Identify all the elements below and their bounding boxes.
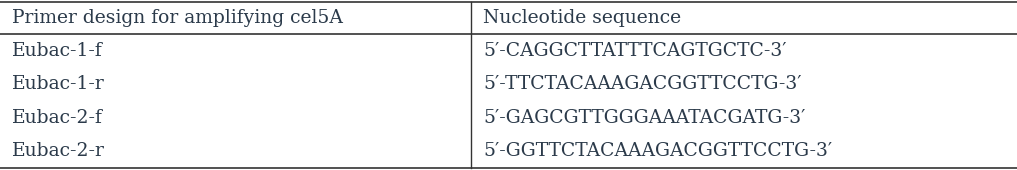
Text: Primer design for amplifying cel5A: Primer design for amplifying cel5A [12, 9, 343, 27]
Text: 5′-TTCTACAAAGACGGTTCCTG-3′: 5′-TTCTACAAAGACGGTTCCTG-3′ [483, 75, 801, 93]
Text: Eubac-1-f: Eubac-1-f [12, 42, 103, 60]
Text: 5′-GGTTCTACAAAGACGGTTCCTG-3′: 5′-GGTTCTACAAAGACGGTTCCTG-3′ [483, 142, 832, 160]
Text: 5′-CAGGCTTATTTCAGTGCTC-3′: 5′-CAGGCTTATTTCAGTGCTC-3′ [483, 42, 786, 60]
Text: 5′-GAGCGTTGGGAAATACGATG-3′: 5′-GAGCGTTGGGAAATACGATG-3′ [483, 109, 805, 127]
Text: Nucleotide sequence: Nucleotide sequence [483, 9, 681, 27]
Text: Eubac-2-r: Eubac-2-r [12, 142, 105, 160]
Text: Eubac-2-f: Eubac-2-f [12, 109, 103, 127]
Text: Eubac-1-r: Eubac-1-r [12, 75, 105, 93]
